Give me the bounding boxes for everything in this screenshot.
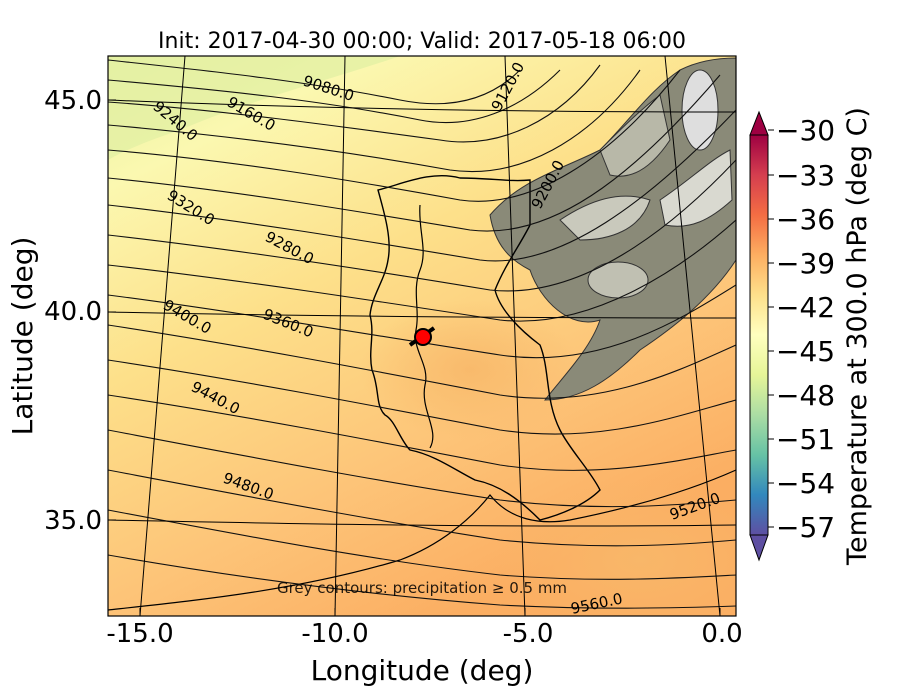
colorbar-tick: −48 (776, 379, 835, 412)
colorbar-tick: −33 (776, 159, 835, 192)
colorbar-tick: −45 (776, 335, 835, 368)
colorbar-tick: −42 (776, 291, 835, 324)
map-plot-area (108, 56, 736, 616)
coastline (369, 174, 601, 521)
figure-title: Init: 2017-04-30 00:00; Valid: 2017-05-1… (158, 29, 686, 54)
plot-frame (107, 55, 737, 617)
red-circle-marker (414, 328, 432, 346)
y-tick-label: 35.0 (44, 506, 102, 536)
colorbar-label: Temperature at 300.0 hPa (deg C) (842, 107, 873, 566)
y-axis-label: Latitude (deg) (6, 237, 39, 436)
x-axis: -15.0 -10.0 -5.0 0.0 Longitude (deg) (106, 608, 743, 687)
x-tick-label: -15.0 (106, 619, 173, 649)
graticule (108, 56, 736, 616)
x-tick-label: -10.0 (301, 619, 368, 649)
location-marker (408, 326, 436, 347)
colorbar-tick: −30 (776, 114, 835, 147)
x-tick-label: -5.0 (503, 619, 554, 649)
colorbar-tick: −36 (776, 203, 835, 236)
precipitation-note: Grey contours: precipitation ≥ 0.5 mm (277, 579, 567, 597)
warm-anomaly (360, 300, 580, 440)
y-tick-label: 45.0 (44, 86, 102, 116)
colorbar-tick: −39 (776, 247, 835, 280)
north-africa-coast (108, 469, 736, 611)
colorbar-gradient (749, 134, 769, 536)
height-contours (108, 59, 736, 609)
y-axis: 45.0 40.0 35.0 Latitude (deg) (6, 86, 116, 536)
colorbar-tick: −54 (776, 467, 835, 500)
x-tick-label: 0.0 (701, 619, 742, 649)
x-axis-label: Longitude (deg) (311, 654, 534, 687)
colorbar-tick: −51 (776, 423, 835, 456)
y-tick-label: 40.0 (44, 297, 102, 327)
colorbar-extend-top (749, 110, 769, 136)
colorbar-extend-bottom (749, 534, 769, 562)
cool-region-north (108, 56, 400, 160)
colorbar: −30 −33 −36 −39 −42 −45 −48 −51 −54 −57 … (749, 107, 873, 566)
colorbar-tick: −57 (776, 511, 835, 544)
